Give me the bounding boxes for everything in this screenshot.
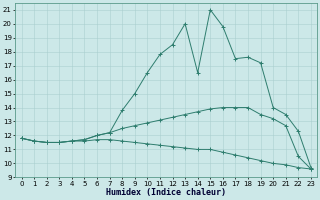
X-axis label: Humidex (Indice chaleur): Humidex (Indice chaleur) xyxy=(106,188,226,197)
